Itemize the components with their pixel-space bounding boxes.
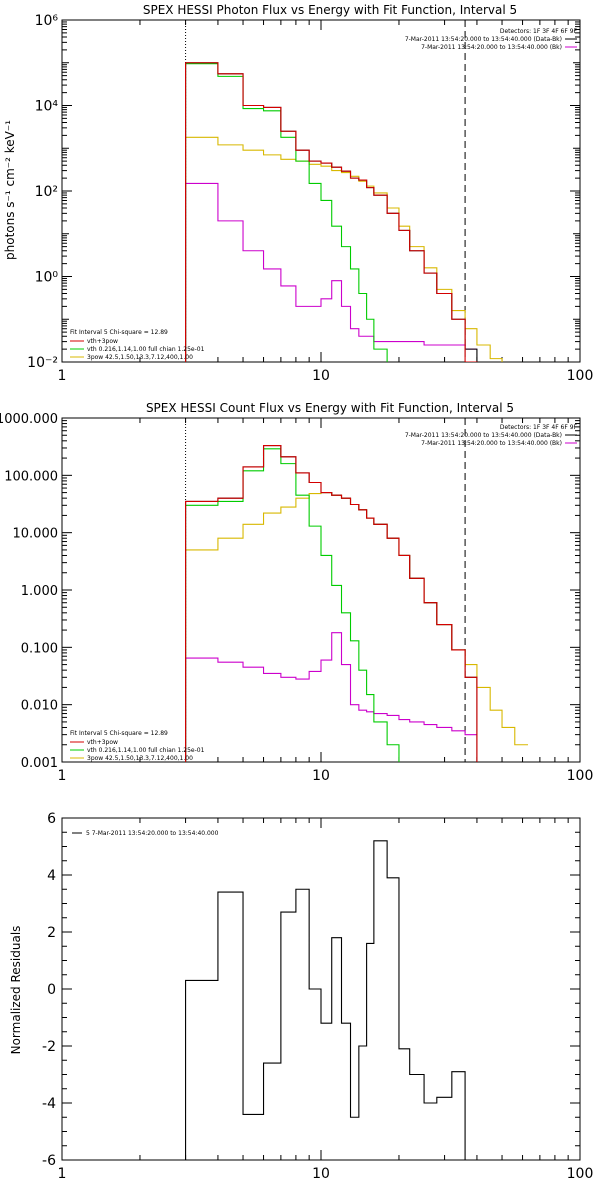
pow-label: 3pow 42.5,1.50,13.3,7.12,400,1.00 bbox=[87, 755, 193, 762]
x-tick-label: 1 bbox=[58, 768, 67, 784]
x-tick-label: 100 bbox=[567, 1166, 594, 1182]
y-tick-label: 0.001 bbox=[21, 756, 58, 771]
vth-label: vth 0.216,1.14,1.00 full chian 1.25e-01 bbox=[87, 346, 205, 353]
bk-interval: 7-Mar-2011 13:54:20.000 to 13:54:40.000 … bbox=[421, 440, 562, 447]
y-tick-label: 1000.000 bbox=[0, 412, 58, 427]
detectors-label: Detectors: 1F 3F 4F 6F 9F bbox=[500, 424, 578, 431]
total-label: vth+3pow bbox=[87, 739, 118, 746]
series-bk-line bbox=[185, 182, 477, 362]
y-tick-label: 1.000 bbox=[21, 584, 58, 599]
series-vth-line bbox=[185, 448, 400, 762]
y-tick-label: 6 bbox=[47, 811, 56, 827]
y-tick-label: 4 bbox=[47, 868, 56, 884]
residuals-panel: Normalized Residuals 1 10 100 -6 -4 -2 0 2 4 6 5 … bbox=[9, 811, 593, 1182]
count-flux-title: SPEX HESSI Count Flux vs Energy with Fit… bbox=[146, 401, 514, 415]
photon-flux-fit-legend: Fit Interval 5 Chi-square = 12.89 vth+3p… bbox=[70, 329, 205, 361]
count-flux-panel: SPEX HESSI Count Flux vs Energy with Fit… bbox=[0, 401, 593, 784]
y-tick-label: 10⁰ bbox=[35, 270, 59, 286]
x-tick-label: 10 bbox=[312, 768, 330, 784]
count-flux-plot: 1 10 100 0.001 0.010 0.100 1.000 10.000 100.000 1… bbox=[0, 412, 593, 784]
total-label: vth+3pow bbox=[87, 338, 118, 345]
detectors-label: Detectors: 1F 3F 4F 6F 9F bbox=[500, 28, 578, 35]
x-tick-label: 1 bbox=[58, 368, 67, 384]
pow-label: 3pow 42.5,1.50,13.3,7.12,400,1.00 bbox=[87, 354, 193, 361]
y-tick-label: 2 bbox=[47, 925, 56, 941]
vth-label: vth 0.216,1.14,1.00 full chian 1.25e-01 bbox=[87, 747, 205, 754]
y-tick-label: 0.010 bbox=[21, 699, 58, 714]
y-tick-label: 0 bbox=[47, 982, 56, 998]
photon-flux-plot: 1 10 100 10⁻² 10⁰ 10² 10⁴ 10⁶ bbox=[27, 13, 593, 384]
y-tick-label: -2 bbox=[42, 1039, 56, 1055]
series-data-line bbox=[185, 840, 466, 1160]
x-tick-label: 1 bbox=[58, 1166, 67, 1182]
residuals-ylabel: Normalized Residuals bbox=[9, 926, 23, 1055]
y-tick-label: 0.100 bbox=[21, 641, 58, 656]
x-tick-label: 100 bbox=[567, 768, 594, 784]
photon-flux-header: Detectors: 1F 3F 4F 6F 9F 7-Mar-2011 13:… bbox=[405, 28, 578, 51]
count-flux-header: Detectors: 1F 3F 4F 6F 9F 7-Mar-2011 13:… bbox=[405, 424, 578, 447]
residuals-plot: 1 10 100 -6 -4 -2 0 2 4 6 bbox=[42, 811, 593, 1182]
x-tick-label: 100 bbox=[567, 368, 594, 384]
x-tick-label: 10 bbox=[312, 368, 330, 384]
series-total-line bbox=[185, 445, 478, 762]
series-pow-line bbox=[185, 136, 503, 362]
count-flux-fit-legend: Fit Interval 5 Chi-square = 12.89 vth+3p… bbox=[70, 730, 205, 762]
y-tick-label: 10⁶ bbox=[35, 13, 59, 29]
residuals-legend-label: 5 7-Mar-2011 13:54:20.000 to 13:54:40.00… bbox=[86, 830, 219, 837]
photon-flux-title: SPEX HESSI Photon Flux vs Energy with Fi… bbox=[143, 3, 517, 17]
data-bk-interval: 7-Mar-2011 13:54:20.000 to 13:54:40.000 … bbox=[405, 36, 562, 43]
y-tick-label: -4 bbox=[42, 1096, 56, 1112]
series-bk-line bbox=[185, 632, 477, 762]
y-tick-label: 10⁴ bbox=[35, 99, 59, 115]
bk-interval: 7-Mar-2011 13:54:20.000 to 13:54:40.000 … bbox=[421, 44, 562, 51]
photon-flux-panel: SPEX HESSI Photon Flux vs Energy with Fi… bbox=[3, 3, 593, 384]
series-total-line bbox=[185, 62, 478, 362]
y-tick-label: 100.000 bbox=[4, 469, 58, 484]
y-tick-label: 10.000 bbox=[13, 527, 59, 542]
y-tick-label: 10² bbox=[35, 184, 58, 200]
y-tick-label: 10⁻² bbox=[27, 355, 58, 371]
fit-interval-text: Fit Interval 5 Chi-square = 12.89 bbox=[70, 329, 168, 336]
series-vth-line bbox=[185, 63, 388, 362]
data-bk-interval: 7-Mar-2011 13:54:20.000 to 13:54:40.000 … bbox=[405, 432, 562, 439]
x-tick-label: 10 bbox=[312, 1166, 330, 1182]
y-tick-label: -6 bbox=[42, 1153, 56, 1169]
fit-interval-text: Fit Interval 5 Chi-square = 12.89 bbox=[70, 730, 168, 737]
photon-flux-ylabel: photons s⁻¹ cm⁻² keV⁻¹ bbox=[3, 120, 17, 260]
